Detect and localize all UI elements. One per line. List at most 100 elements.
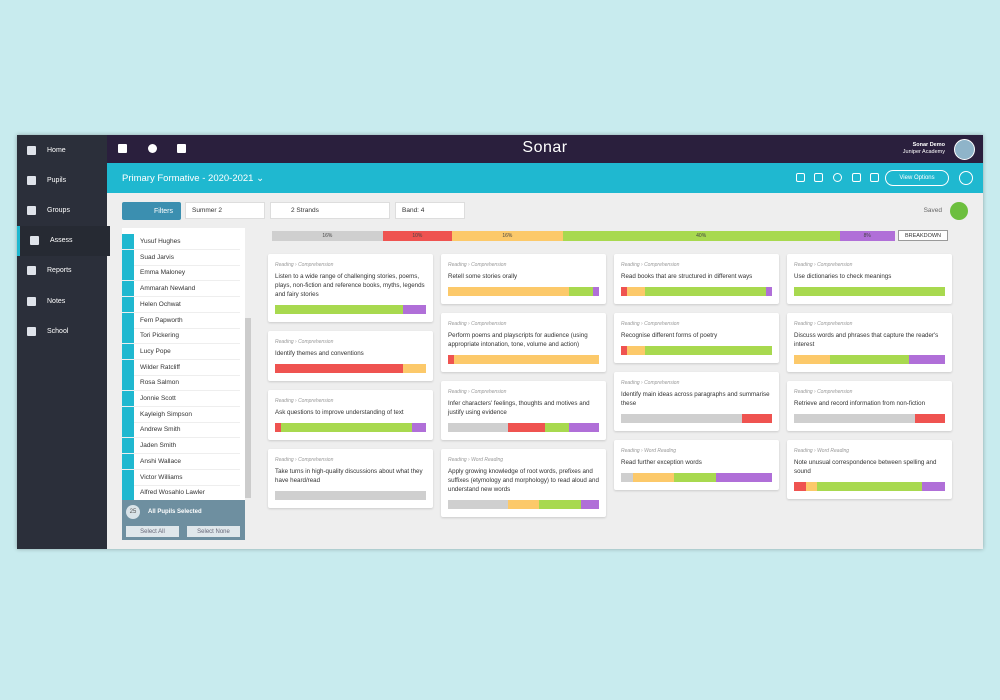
pupil-row[interactable]: Lucy Pope bbox=[122, 343, 240, 360]
breadcrumb: Reading › Word Reading bbox=[448, 457, 504, 463]
pupil-row[interactable]: Suad Jarvis bbox=[122, 249, 240, 266]
objective-card[interactable]: Reading › Comprehension Discuss words and… bbox=[787, 313, 952, 372]
pupil-row[interactable]: Yusuf Hughes bbox=[122, 234, 240, 250]
pupil-name: Anshi Wallace bbox=[140, 457, 181, 465]
card-column: Reading › Comprehension Listen to a wide … bbox=[268, 254, 433, 517]
pupil-row[interactable]: Helen Ochwat bbox=[122, 296, 240, 313]
pupil-name: Lucy Pope bbox=[140, 347, 171, 355]
objective-card[interactable]: Reading › Comprehension Recognise differe… bbox=[614, 313, 779, 363]
objective-card[interactable]: Reading › Word Reading Apply growing know… bbox=[441, 449, 606, 517]
summary-segment: 16% bbox=[272, 231, 383, 241]
objective-card[interactable]: Reading › Word Reading Read further excep… bbox=[614, 440, 779, 490]
nav-label: Notes bbox=[47, 297, 66, 305]
filters-button[interactable]: Filters bbox=[122, 202, 181, 220]
breadcrumb: Reading › Comprehension bbox=[275, 457, 334, 463]
nav-item[interactable]: Notes bbox=[17, 286, 107, 316]
strands-select[interactable]: 2 Strands bbox=[270, 202, 390, 219]
mail-icon[interactable] bbox=[177, 144, 186, 153]
breakdown-button[interactable]: BREAKDOWN bbox=[898, 230, 948, 241]
pupil-checkbox[interactable] bbox=[122, 485, 134, 501]
avatar[interactable] bbox=[954, 139, 975, 160]
progress-segment bbox=[403, 364, 426, 373]
summary-label: 16% bbox=[502, 233, 513, 239]
breadcrumb: Reading › Comprehension bbox=[621, 380, 680, 386]
pupil-row[interactable]: Ammarah Newland bbox=[122, 281, 240, 298]
scrollbar[interactable] bbox=[245, 318, 251, 498]
progress-segment bbox=[621, 287, 628, 296]
nav-item[interactable]: Home bbox=[17, 135, 107, 165]
progress-bar bbox=[621, 346, 772, 355]
pupil-row[interactable]: Andrew Smith bbox=[122, 422, 240, 439]
term-select[interactable]: Summer 2 bbox=[185, 202, 265, 219]
pupil-checkbox[interactable] bbox=[122, 281, 134, 297]
pupil-row[interactable]: Rosa Salmon bbox=[122, 375, 240, 392]
help-icon[interactable] bbox=[148, 144, 157, 153]
objective-card[interactable]: Reading › Comprehension Take turns in hig… bbox=[268, 449, 433, 508]
pupil-row[interactable]: Emma Maloney bbox=[122, 265, 240, 282]
pupil-row[interactable]: Fern Papworth bbox=[122, 312, 240, 329]
nav-item[interactable]: Reports bbox=[17, 256, 107, 286]
pupil-checkbox[interactable] bbox=[122, 265, 134, 281]
objective-card[interactable]: Reading › Comprehension Infer characters'… bbox=[441, 381, 606, 440]
objective-card[interactable]: Reading › Comprehension Ask questions to … bbox=[268, 390, 433, 440]
pupil-row[interactable]: Jaden Smith bbox=[122, 438, 240, 455]
pupil-checkbox[interactable] bbox=[122, 453, 134, 469]
expand-icon[interactable] bbox=[852, 173, 861, 182]
pupil-row[interactable]: Kayleigh Simpson bbox=[122, 406, 240, 423]
band-select[interactable]: Band: 4 bbox=[395, 202, 465, 219]
objective-card[interactable]: Reading › Word Reading Note unusual corre… bbox=[787, 440, 952, 499]
pupil-checkbox[interactable] bbox=[122, 469, 134, 485]
pupil-checkbox[interactable] bbox=[122, 296, 134, 312]
pupil-checkbox[interactable] bbox=[122, 234, 134, 249]
bookmark-icon[interactable] bbox=[870, 173, 879, 182]
progress-segment bbox=[794, 287, 945, 296]
objective-card[interactable]: Reading › Comprehension Read books that a… bbox=[614, 254, 779, 304]
pupil-checkbox[interactable] bbox=[122, 249, 134, 265]
objective-card[interactable]: Reading › Comprehension Listen to a wide … bbox=[268, 254, 433, 322]
pupil-checkbox[interactable] bbox=[122, 422, 134, 438]
pupil-checkbox[interactable] bbox=[122, 391, 134, 406]
summary-label: 40% bbox=[696, 233, 707, 239]
nav-label: Home bbox=[47, 146, 66, 154]
nav-item[interactable]: School bbox=[17, 316, 107, 346]
view-options[interactable]: View Options bbox=[885, 170, 949, 186]
top-bar: Sonar Sonar Demo Juniper Academy bbox=[107, 135, 983, 163]
pupil-row[interactable]: Anshi Wallace bbox=[122, 453, 240, 470]
objective-card[interactable]: Reading › Comprehension Retrieve and reco… bbox=[787, 381, 952, 431]
pupil-checkbox[interactable] bbox=[122, 359, 134, 375]
pupil-checkbox[interactable] bbox=[122, 328, 134, 344]
refresh-icon[interactable] bbox=[796, 173, 805, 182]
nav-item[interactable]: Assess bbox=[17, 225, 110, 256]
objective-card[interactable]: Reading › Comprehension Identify themes a… bbox=[268, 331, 433, 381]
sort-icon[interactable] bbox=[814, 173, 823, 182]
pupil-checkbox[interactable] bbox=[122, 343, 134, 359]
pupil-checkbox[interactable] bbox=[122, 312, 134, 328]
pupil-checkbox[interactable] bbox=[122, 375, 134, 391]
bookmark-icon[interactable] bbox=[118, 144, 127, 153]
pupil-checkbox[interactable] bbox=[122, 438, 134, 454]
objective-title: Listen to a wide range of challenging st… bbox=[275, 273, 425, 298]
pupil-row[interactable]: Jonnie Scott bbox=[122, 391, 240, 407]
pupil-row[interactable]: Wilder Ratcliff bbox=[122, 359, 240, 376]
star-icon[interactable] bbox=[959, 171, 973, 185]
pupil-checkbox[interactable] bbox=[122, 406, 134, 422]
objective-card[interactable]: Reading › Comprehension Retell some stori… bbox=[441, 254, 606, 304]
pupil-name: Suad Jarvis bbox=[140, 253, 174, 261]
objective-card[interactable]: Reading › Comprehension Identify main ide… bbox=[614, 372, 779, 431]
assessment-title[interactable]: Primary Formative - 2020-2021 ⌄ bbox=[122, 173, 265, 184]
progress-bar bbox=[275, 491, 426, 500]
pupil-row[interactable]: Victor Williams bbox=[122, 469, 240, 486]
user-info[interactable]: Sonar Demo Juniper Academy bbox=[903, 142, 945, 156]
select-all-button[interactable]: Select All bbox=[126, 526, 179, 537]
pupil-name: Fern Papworth bbox=[140, 316, 183, 324]
breadcrumb: Reading › Comprehension bbox=[621, 321, 680, 327]
nav-item[interactable]: Pupils bbox=[17, 165, 107, 195]
select-none-button[interactable]: Select None bbox=[187, 526, 240, 537]
search-icon[interactable] bbox=[833, 173, 842, 182]
pupil-row[interactable]: Tori Pickering bbox=[122, 328, 240, 345]
nav-item[interactable]: Groups bbox=[17, 195, 107, 225]
objective-card[interactable]: Reading › Comprehension Perform poems and… bbox=[441, 313, 606, 372]
progress-segment bbox=[633, 473, 674, 482]
pupil-row[interactable]: Alfred Wosahlo Lawler bbox=[122, 485, 240, 502]
objective-card[interactable]: Reading › Comprehension Use dictionaries … bbox=[787, 254, 952, 304]
